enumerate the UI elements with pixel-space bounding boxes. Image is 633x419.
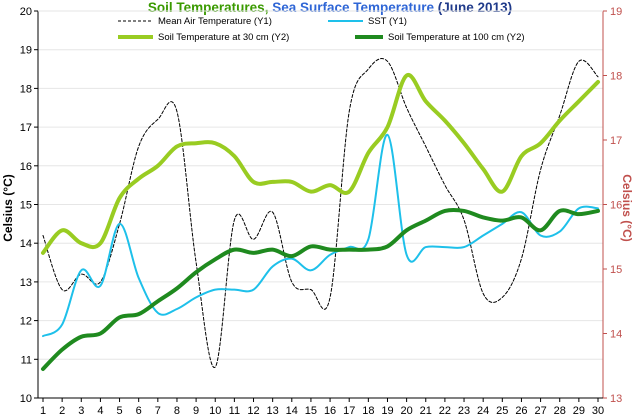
y-left-tick-label: 20 [20,6,32,18]
x-tick-label: 12 [247,405,259,417]
x-tick-label: 20 [400,405,412,417]
x-tick-label: 2 [59,405,65,417]
series-line-1 [42,58,599,368]
x-tick-label: 22 [439,405,451,417]
x-tick-label: 14 [286,405,298,417]
y-right-tick-label: 16 [610,200,622,212]
x-tick-label: 3 [78,405,84,417]
x-tick-label: 25 [496,405,508,417]
y-right-tick-label: 15 [610,264,622,276]
y-left-tick-label: 17 [20,122,32,134]
grid-layer [38,49,603,360]
chart-title-part-3: (June 2013) [434,0,512,15]
x-tick-label: 7 [155,405,161,417]
y-left-tick-label: 16 [20,161,32,173]
series-line-3 [41,73,600,255]
x-tick-label: 4 [97,405,103,417]
y-right-tick-label: 17 [610,135,622,147]
y-left-tick-label: 15 [20,200,32,212]
chart-title-part-1: Soil Temperatures [148,0,265,15]
y-left-tick-label: 10 [20,393,32,405]
x-tick-label: 5 [116,405,122,417]
y-right-tick-label: 18 [610,71,622,83]
x-tick-label: 18 [362,405,374,417]
y-left-tick-label: 12 [20,316,32,328]
x-tick-label: 17 [343,405,355,417]
y-left-tick-label: 14 [20,238,32,250]
y-left-tick-label: 13 [20,277,32,289]
y-axis-right-label: Celsius (°C) [620,174,633,241]
legend: Mean Air Temperature (Y1) SST (Y1) Soil Te… [118,16,525,43]
y-right-tick-label: 13 [610,393,622,405]
x-tick-label: 11 [229,405,240,417]
x-tick-label: 8 [174,405,180,417]
x-tick-label: 16 [324,405,336,417]
chart-title: Soil Temperatures, Sea Surface Temperatu… [148,0,512,15]
legend-label-1: Mean Air Temperature (Y1) [158,16,272,27]
x-tick-label: 26 [515,405,527,417]
x-tick-label: 29 [573,405,585,417]
y-right-tick-label: 14 [610,329,622,341]
x-tick-label: 13 [267,405,279,417]
chart-title-part-2: Sea Surface Temperature [272,0,434,15]
series-layer [41,58,600,371]
x-tick-label: 9 [193,405,199,417]
series-line-2 [42,133,599,338]
y-left-tick-label: 11 [21,354,32,366]
x-tick-label: 6 [136,405,142,417]
x-tick-label: 19 [381,405,393,417]
legend-label-2: SST (Y1) [368,16,407,27]
x-tick-label: 1 [40,405,46,417]
y-left-tick-label: 18 [20,83,32,95]
legend-label-4: Soil Temperature at 100 cm (Y2) [388,32,525,43]
series-line-4 [41,207,600,371]
x-tick-label: 30 [592,405,604,417]
y-right-tick-label: 19 [610,6,622,18]
y-left-tick-label: 19 [20,45,32,57]
x-tick-label: 27 [534,405,546,417]
y-axis-left-label: Celsius (°C) [1,174,15,241]
x-tick-label: 10 [209,405,221,417]
x-tick-label: 15 [305,405,317,417]
x-tick-label: 21 [420,405,432,417]
x-tick-label: 28 [554,405,566,417]
x-tick-label: 23 [458,405,470,417]
chart-title-separator: , [265,0,273,15]
x-tick-label: 24 [477,405,489,417]
legend-label-3: Soil Temperature at 30 cm (Y2) [158,32,289,43]
